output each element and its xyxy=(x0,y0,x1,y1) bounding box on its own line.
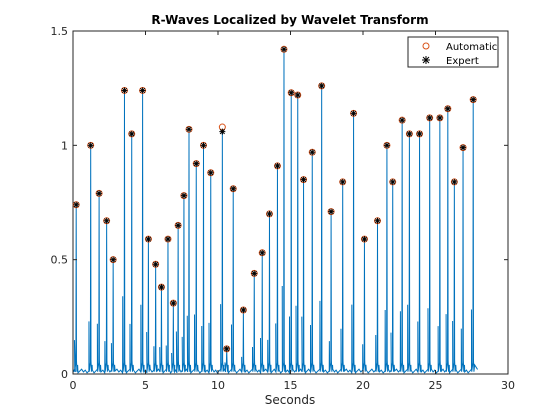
expert-point xyxy=(470,96,477,103)
expert-point xyxy=(145,236,152,243)
expert-point xyxy=(451,178,458,185)
legend-expert-label: Expert xyxy=(446,56,479,67)
expert-point xyxy=(121,87,128,94)
legend-automatic-marker-icon xyxy=(422,42,430,50)
expert-point xyxy=(200,142,207,149)
signal-line xyxy=(72,49,478,375)
x-tick-label: 20 xyxy=(356,379,370,392)
x-tick-label: 30 xyxy=(501,379,515,392)
legend-automatic-label: Automatic xyxy=(446,42,497,53)
expert-point xyxy=(251,270,258,277)
expert-point xyxy=(444,105,451,112)
expert-point xyxy=(339,178,346,185)
expert-point xyxy=(259,249,266,256)
expert-point xyxy=(207,169,214,176)
expert-point xyxy=(416,130,423,137)
expert-point xyxy=(180,192,187,199)
expert-point xyxy=(294,92,301,99)
y-tick-label: 0 xyxy=(61,368,68,381)
legend: Automatic Expert xyxy=(407,36,499,68)
y-tick-label: 1 xyxy=(61,139,68,152)
legend-expert-marker-icon xyxy=(422,56,430,64)
expert-point xyxy=(426,114,433,121)
expert-point xyxy=(170,300,177,307)
expert-point xyxy=(240,306,247,313)
expert-point xyxy=(288,89,295,96)
expert-point xyxy=(158,284,165,291)
plot-area: 0 5 10 15 20 25 30 0 0.5 1 1.5 xyxy=(51,25,516,392)
expert-point xyxy=(96,190,103,197)
expert-point xyxy=(193,160,200,167)
expert-point xyxy=(274,162,281,169)
expert-point xyxy=(87,142,94,149)
expert-point xyxy=(175,222,182,229)
expert-point xyxy=(219,128,226,135)
expert-point xyxy=(318,82,325,89)
expert-point xyxy=(164,236,171,243)
expert-point xyxy=(300,176,307,183)
expert-point xyxy=(406,130,413,137)
expert-point xyxy=(266,210,273,217)
expert-point xyxy=(139,87,146,94)
expert-point xyxy=(374,217,381,224)
expert-point xyxy=(328,208,335,215)
expert-point xyxy=(110,256,117,263)
x-tick-label: 15 xyxy=(284,379,298,392)
y-tick-label: 0.5 xyxy=(51,254,69,267)
expert-point xyxy=(309,149,316,156)
expert-point xyxy=(350,110,357,117)
expert-point xyxy=(389,178,396,185)
expert-point xyxy=(223,345,230,352)
expert-point xyxy=(73,201,80,208)
x-tick-label: 10 xyxy=(211,379,225,392)
expert-point xyxy=(399,117,406,124)
expert-point xyxy=(460,144,467,151)
x-axis-label: Seconds xyxy=(265,393,315,407)
expert-point xyxy=(436,114,443,121)
expert-point xyxy=(186,126,192,133)
chart-title: R-Waves Localized by Wavelet Transform xyxy=(151,13,428,27)
expert-point xyxy=(152,261,159,268)
x-tick-label: 25 xyxy=(429,379,443,392)
expert-point xyxy=(361,236,368,243)
expert-point xyxy=(128,130,135,137)
expert-point xyxy=(103,217,110,224)
y-tick-label: 1.5 xyxy=(51,25,69,38)
expert-point xyxy=(230,185,237,192)
x-tick-label: 5 xyxy=(142,379,149,392)
expert-point xyxy=(383,142,390,149)
legend-box xyxy=(407,36,499,68)
x-tick-label: 0 xyxy=(70,379,77,392)
expert-point xyxy=(280,46,287,53)
